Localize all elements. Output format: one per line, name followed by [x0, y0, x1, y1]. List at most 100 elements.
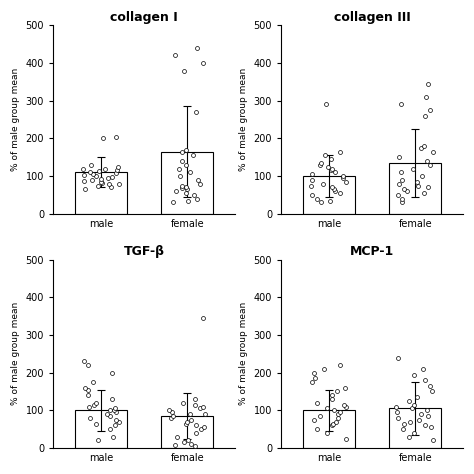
Point [397, 169, 405, 176]
Point [399, 176, 406, 183]
Point [182, 189, 190, 197]
Point [408, 405, 416, 412]
Point [308, 378, 316, 386]
Point [415, 416, 423, 424]
Point [335, 410, 342, 418]
Point [169, 412, 176, 420]
Point [333, 388, 340, 395]
Point [413, 393, 420, 401]
Point [331, 169, 338, 176]
Point [113, 169, 120, 177]
Title: TGF-β: TGF-β [124, 246, 164, 258]
Point [196, 405, 204, 412]
Point [176, 173, 184, 180]
Y-axis label: % of male group mean: % of male group mean [239, 302, 248, 405]
Point [330, 185, 338, 193]
Bar [75, 173, 127, 214]
Point [81, 171, 88, 179]
Point [92, 173, 100, 180]
Point [200, 423, 208, 431]
Point [403, 187, 411, 195]
Point [92, 399, 100, 407]
Title: MCP-1: MCP-1 [350, 246, 394, 258]
Point [182, 420, 190, 428]
Point [191, 395, 199, 403]
Point [179, 148, 186, 155]
Title: collagen III: collagen III [334, 11, 410, 24]
Point [329, 420, 337, 428]
Point [85, 403, 92, 410]
Point [172, 52, 179, 59]
Point [110, 407, 118, 414]
Point [321, 152, 328, 159]
Point [419, 365, 427, 373]
Bar [389, 163, 441, 214]
Point [172, 187, 180, 195]
Point [106, 181, 113, 188]
Point [84, 386, 92, 393]
Point [417, 410, 424, 418]
Point [95, 182, 102, 189]
Point [341, 384, 349, 392]
Point [103, 410, 111, 418]
Point [111, 421, 118, 429]
Point [108, 183, 115, 191]
Point [410, 371, 418, 378]
Point [426, 161, 434, 169]
Point [191, 401, 199, 409]
Point [192, 429, 200, 437]
Point [420, 142, 428, 150]
Point [322, 100, 329, 108]
Point [400, 420, 408, 428]
Point [200, 314, 207, 322]
Point [392, 403, 400, 410]
Point [410, 165, 417, 173]
Point [423, 407, 431, 414]
Point [190, 152, 197, 159]
Point [421, 112, 428, 119]
Point [84, 392, 91, 399]
Point [319, 180, 327, 187]
Point [311, 374, 319, 382]
Point [187, 410, 194, 418]
Point [112, 409, 119, 416]
Point [81, 357, 88, 365]
Point [317, 161, 324, 169]
Point [90, 378, 97, 386]
Point [84, 361, 92, 369]
Point [183, 418, 191, 426]
Point [339, 173, 347, 180]
Point [112, 416, 119, 424]
Point [426, 106, 434, 114]
Point [317, 412, 324, 420]
Point [192, 108, 200, 116]
Point [97, 178, 105, 185]
Point [342, 178, 349, 185]
Point [427, 423, 434, 431]
Point [180, 67, 188, 74]
Point [91, 401, 98, 409]
Point [398, 199, 406, 206]
Point [328, 392, 335, 399]
Point [88, 176, 96, 183]
Point [107, 407, 114, 414]
Point [184, 197, 192, 204]
Point [183, 185, 191, 193]
Point [394, 414, 401, 422]
Y-axis label: % of male group mean: % of male group mean [11, 68, 20, 171]
Point [422, 93, 429, 100]
Point [81, 185, 89, 193]
Point [193, 44, 201, 52]
Point [168, 409, 175, 416]
Point [109, 173, 116, 181]
Point [320, 365, 328, 373]
Point [342, 435, 349, 442]
Point [428, 388, 436, 395]
Y-axis label: % of male group mean: % of male group mean [11, 302, 20, 405]
Point [313, 425, 321, 433]
Point [187, 440, 195, 448]
Point [340, 401, 347, 409]
Point [81, 384, 89, 392]
Point [323, 405, 330, 412]
Title: collagen I: collagen I [110, 11, 178, 24]
